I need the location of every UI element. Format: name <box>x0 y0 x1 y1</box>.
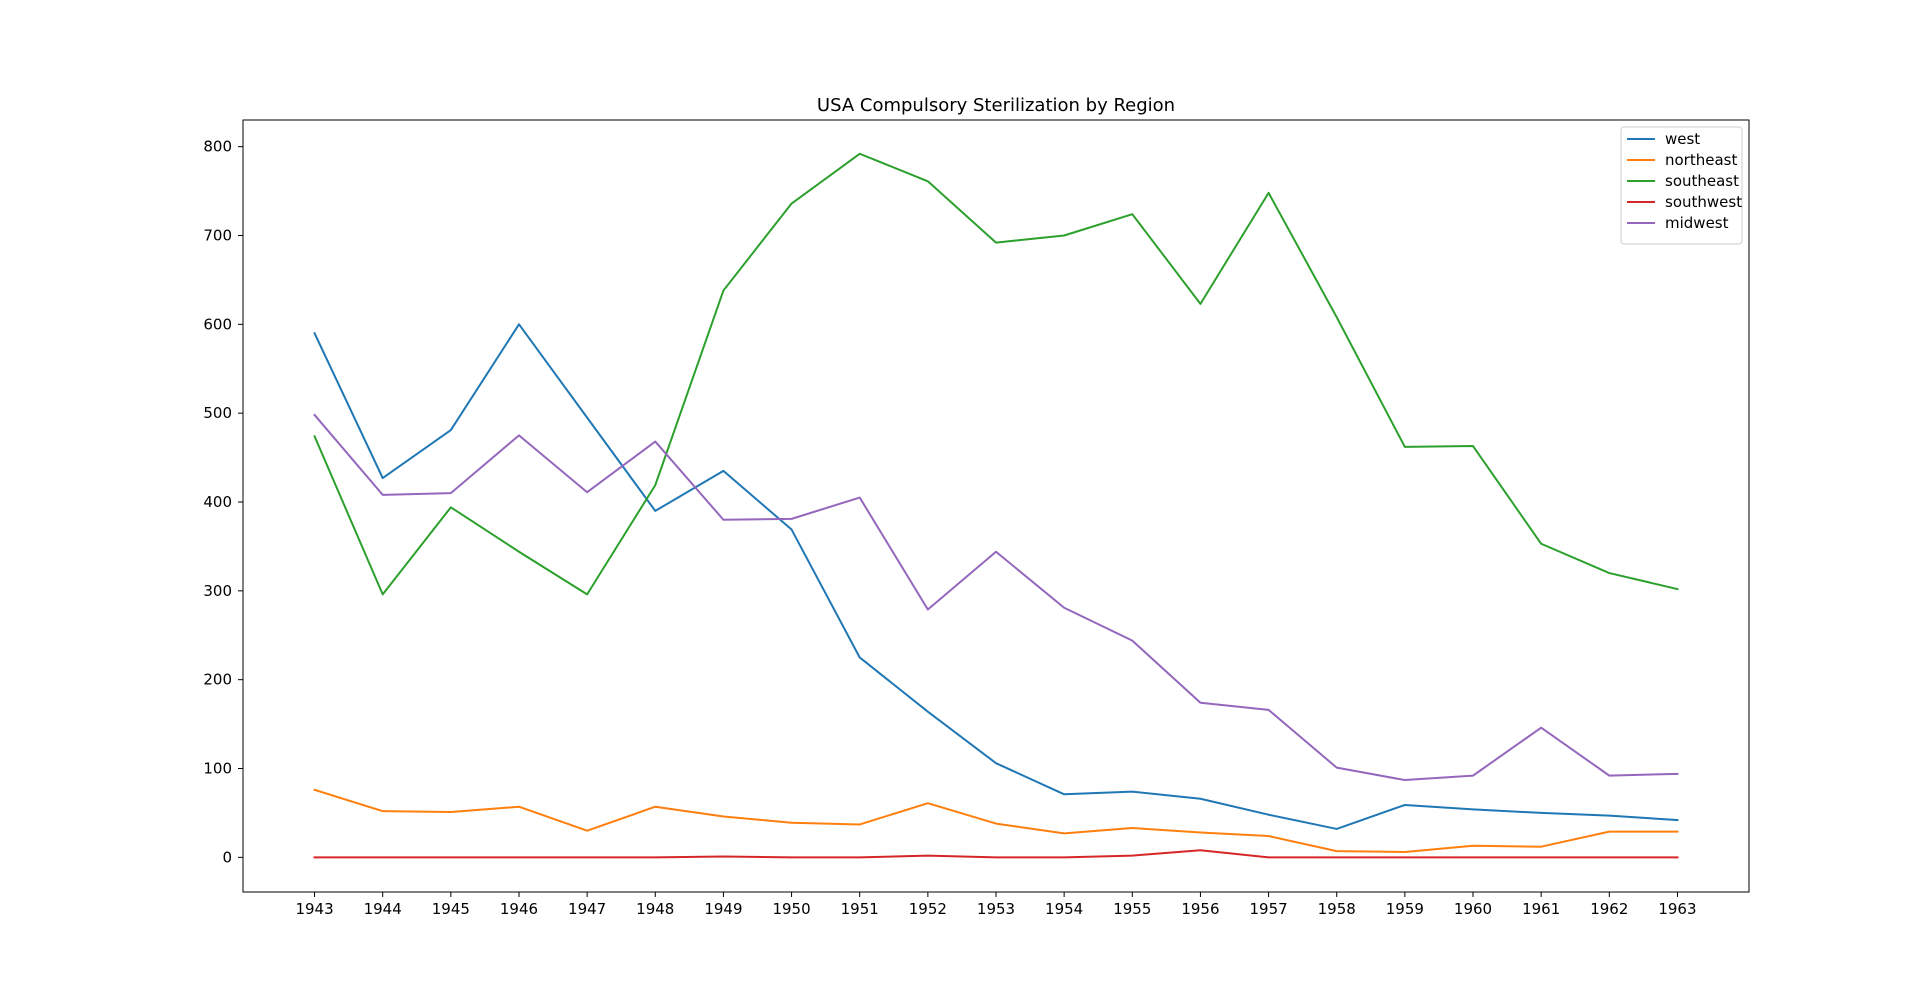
x-tick-label: 1951 <box>841 900 879 918</box>
x-axis: 1943 1944 1945 1946 1947 1948 1949 1950 1951 1952… <box>295 892 1697 918</box>
x-tick-label: 1958 <box>1318 900 1356 918</box>
series-line-midwest <box>313 413 1679 782</box>
x-tick-label: 1963 <box>1658 900 1696 918</box>
x-tick-label: 1962 <box>1590 900 1628 918</box>
x-tick-label: 1959 <box>1386 900 1424 918</box>
legend-label-west: west <box>1665 130 1700 148</box>
y-tick-label: 300 <box>203 582 232 600</box>
x-tick-label: 1954 <box>1045 900 1083 918</box>
x-tick-label: 1943 <box>295 900 333 918</box>
legend-label-northeast: northeast <box>1665 151 1737 169</box>
series-line-southeast <box>313 152 1679 596</box>
legend-box <box>1620 126 1743 245</box>
y-tick-label: 600 <box>203 315 232 333</box>
x-tick-label: 1944 <box>364 900 402 918</box>
y-tick-label: 700 <box>203 226 232 244</box>
series-line-southwest <box>313 849 1679 859</box>
x-tick-label: 1960 <box>1454 900 1492 918</box>
legend-label-southeast: southeast <box>1665 172 1739 190</box>
x-tick-label: 1955 <box>1113 900 1151 918</box>
legend-label-southwest: southwest <box>1665 193 1742 211</box>
x-tick-label: 1947 <box>568 900 606 918</box>
x-tick-label: 1956 <box>1181 900 1219 918</box>
y-tick-label: 800 <box>203 138 232 156</box>
plot-area-frame <box>242 119 1750 893</box>
x-tick-label: 1948 <box>636 900 674 918</box>
x-tick-label: 1946 <box>500 900 538 918</box>
y-tick-label: 400 <box>203 493 232 511</box>
x-tick-label: 1952 <box>909 900 947 918</box>
x-tick-label: 1949 <box>704 900 742 918</box>
series-line-west <box>313 323 1679 830</box>
chart-title: USA Compulsory Sterilization by Region <box>817 95 1175 116</box>
x-tick-label: 1953 <box>977 900 1015 918</box>
y-tick-label: 100 <box>203 760 232 778</box>
legend-label-midwest: midwest <box>1665 214 1729 232</box>
series-lines <box>313 152 1679 859</box>
x-tick-label: 1961 <box>1522 900 1560 918</box>
y-tick-label: 0 <box>222 848 232 866</box>
legend: west northeast southeast southwest midwest <box>1620 126 1743 245</box>
series-line-northeast <box>313 788 1679 854</box>
x-tick-label: 1945 <box>432 900 470 918</box>
x-tick-label: 1950 <box>772 900 810 918</box>
y-tick-label: 500 <box>203 404 232 422</box>
x-tick-label: 1957 <box>1249 900 1287 918</box>
y-tick-label: 200 <box>203 671 232 689</box>
y-axis: 0 100 200 300 400 500 600 700 800 <box>203 138 243 866</box>
